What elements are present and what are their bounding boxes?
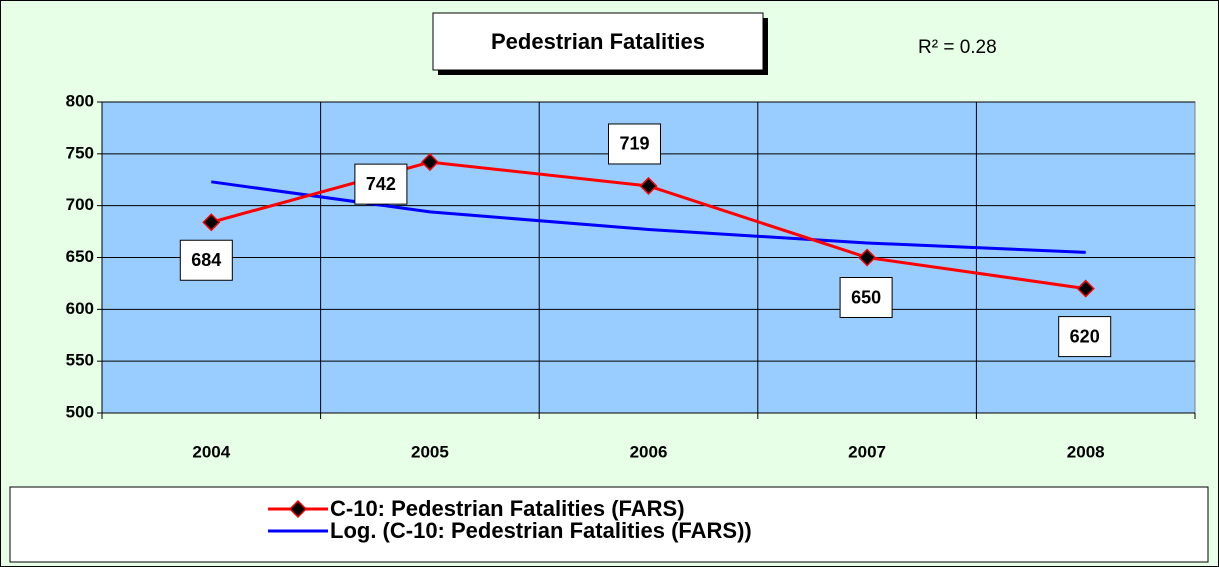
marker [858, 248, 877, 267]
x-tick-label: 2005 [411, 442, 449, 461]
value-label-box [839, 277, 893, 318]
y-tick-label: 500 [66, 402, 94, 421]
x-tick-label: 2007 [848, 442, 886, 461]
x-tick-label: 2008 [1067, 442, 1105, 461]
y-tick-label: 800 [66, 91, 94, 110]
y-tick-label: 550 [66, 351, 94, 370]
x-tick-label: 2006 [630, 442, 668, 461]
chart-title: Pedestrian Fatalities [491, 29, 705, 54]
y-tick-label: 650 [66, 247, 94, 266]
value-label: 742 [366, 174, 396, 194]
value-label-box [179, 239, 233, 281]
annotation: R² = 0.28 [918, 37, 997, 58]
value-label-box [1058, 316, 1112, 358]
y-tick-label: 600 [66, 299, 94, 318]
marker [420, 153, 439, 172]
value-label: 650 [851, 287, 881, 307]
value-label: 719 [619, 134, 649, 154]
y-tick-label: 700 [66, 195, 94, 214]
value-label: 684 [191, 250, 221, 270]
marker [639, 176, 658, 196]
title-box [432, 12, 764, 71]
marker [202, 213, 221, 232]
x-tick-label: 2004 [192, 442, 230, 461]
legend-label: Log. (C-10: Pedestrian Fatalities (FARS)… [330, 518, 752, 543]
value-label: 620 [1070, 326, 1100, 346]
legend-marker [288, 499, 308, 519]
legend [9, 486, 1209, 563]
value-label-box [608, 123, 661, 165]
marker [1076, 279, 1095, 298]
value-label-box [354, 163, 408, 205]
legend-label: C-10: Pedestrian Fatalities (FARS) [330, 496, 685, 521]
y-tick-label: 750 [66, 143, 94, 162]
